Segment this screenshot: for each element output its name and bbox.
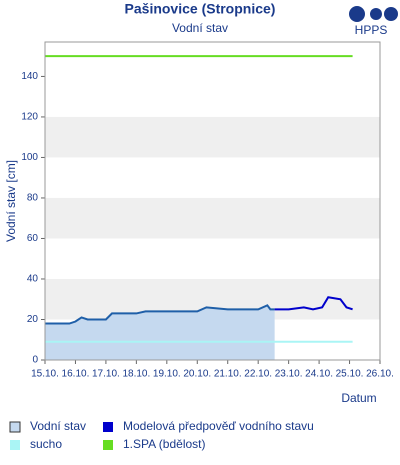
chart-subtitle: Vodní stav bbox=[172, 21, 228, 35]
y-axis-label: Vodní stav [cm] bbox=[4, 160, 18, 242]
area bbox=[45, 305, 275, 360]
legend-label: 1.SPA (bdělost) bbox=[123, 437, 206, 451]
x-tick-label: 21.10. bbox=[214, 369, 242, 380]
y-tick-label: 40 bbox=[27, 274, 39, 285]
y-tick-label: 100 bbox=[21, 152, 38, 163]
legend-label: Modelová předpověď vodního stavu bbox=[123, 419, 314, 433]
legend-marker bbox=[9, 421, 21, 433]
x-axis-label: Datum bbox=[341, 391, 376, 405]
y-tick-label: 80 bbox=[27, 193, 39, 204]
plot-frame bbox=[44, 41, 381, 361]
x-tick-label: 24.10. bbox=[305, 369, 333, 380]
line bbox=[274, 296, 353, 311]
y-tick-label: 60 bbox=[27, 233, 39, 244]
y-tick-label: 20 bbox=[27, 314, 39, 325]
x-tick-label: 25.10. bbox=[336, 369, 364, 380]
x-tick-label: 22.10. bbox=[244, 369, 272, 380]
x-tick-label: 20.10. bbox=[183, 369, 211, 380]
x-tick-label: 19.10. bbox=[153, 369, 181, 380]
legend-label: sucho bbox=[30, 437, 62, 451]
x-tick-label: 23.10. bbox=[275, 369, 303, 380]
grid-band bbox=[45, 116, 380, 158]
legend-marker bbox=[103, 422, 113, 432]
logo-text: HPPS bbox=[355, 23, 388, 37]
y-tick-label: 120 bbox=[21, 112, 38, 123]
line bbox=[45, 304, 275, 325]
y-tick-label: 0 bbox=[32, 355, 38, 366]
legend-marker bbox=[103, 440, 113, 450]
legend-label: Vodní stav bbox=[30, 419, 86, 433]
x-tick-label: 16.10. bbox=[62, 369, 90, 380]
x-tick-label: 15.10. bbox=[31, 369, 59, 380]
logo: HPPS bbox=[349, 6, 398, 37]
x-tick-label: 18.10. bbox=[122, 369, 150, 380]
x-tick-label: 26.10. bbox=[366, 369, 394, 380]
chart-title: Pašinovice (Stropnice) bbox=[125, 1, 276, 17]
grid-band bbox=[45, 197, 380, 239]
y-tick-label: 140 bbox=[21, 71, 38, 82]
x-tick-label: 17.10. bbox=[92, 369, 120, 380]
legend-marker bbox=[10, 440, 20, 450]
